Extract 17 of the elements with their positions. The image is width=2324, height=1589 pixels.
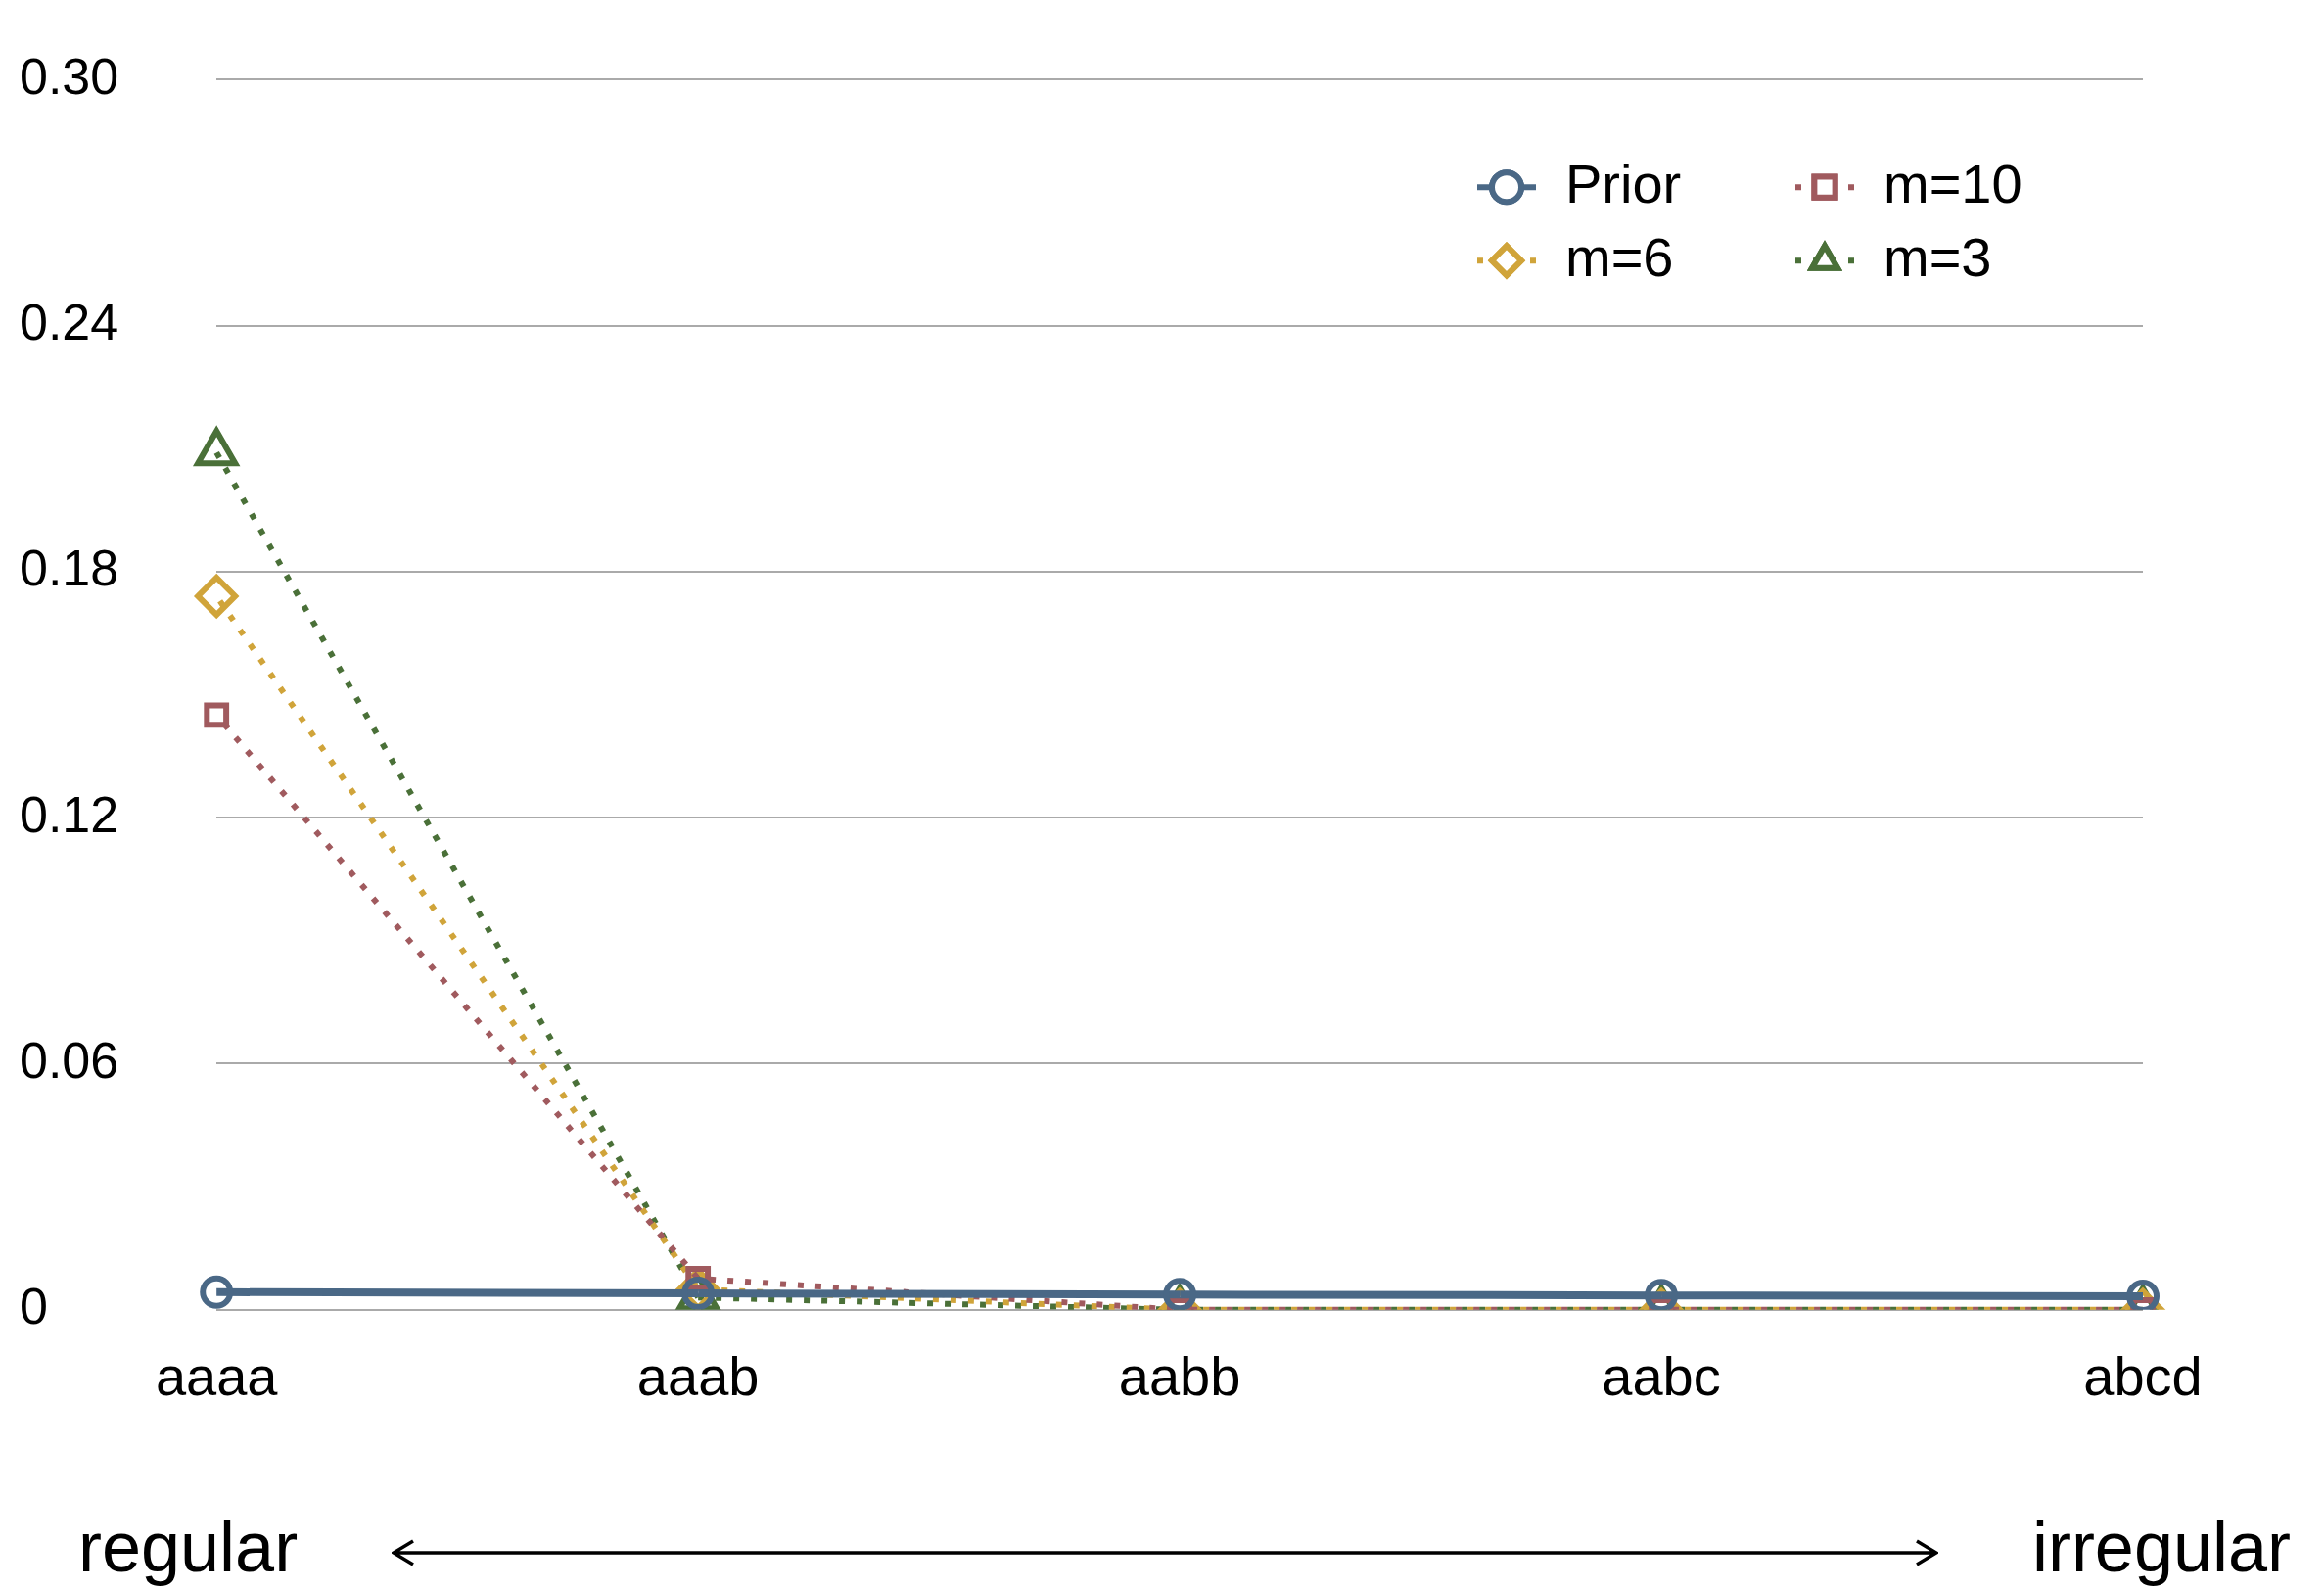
y-tick-label: 0.06 xyxy=(20,1031,119,1089)
y-tick-label: 0 xyxy=(20,1278,48,1335)
y-tick-label: 0.12 xyxy=(20,785,119,843)
legend-label: m=10 xyxy=(1883,152,2022,214)
x-tick-label: aabc xyxy=(1602,1344,1721,1407)
x-tick-label: abcd xyxy=(2083,1344,2203,1407)
x-tick-label: aaab xyxy=(636,1344,760,1407)
y-tick-label: 0.18 xyxy=(20,539,119,597)
legend-label: m=6 xyxy=(1565,225,1674,288)
legend-label: Prior xyxy=(1565,152,1682,214)
x-tick-label: aaaa xyxy=(155,1344,279,1407)
text: irregular xyxy=(2031,1507,2291,1586)
y-tick-label: 0.30 xyxy=(20,47,119,105)
legend-label: m=3 xyxy=(1883,225,1992,288)
x-tick-label: aabb xyxy=(1118,1344,1241,1407)
y-tick-label: 0.24 xyxy=(20,293,119,351)
text: regular xyxy=(78,1507,299,1586)
